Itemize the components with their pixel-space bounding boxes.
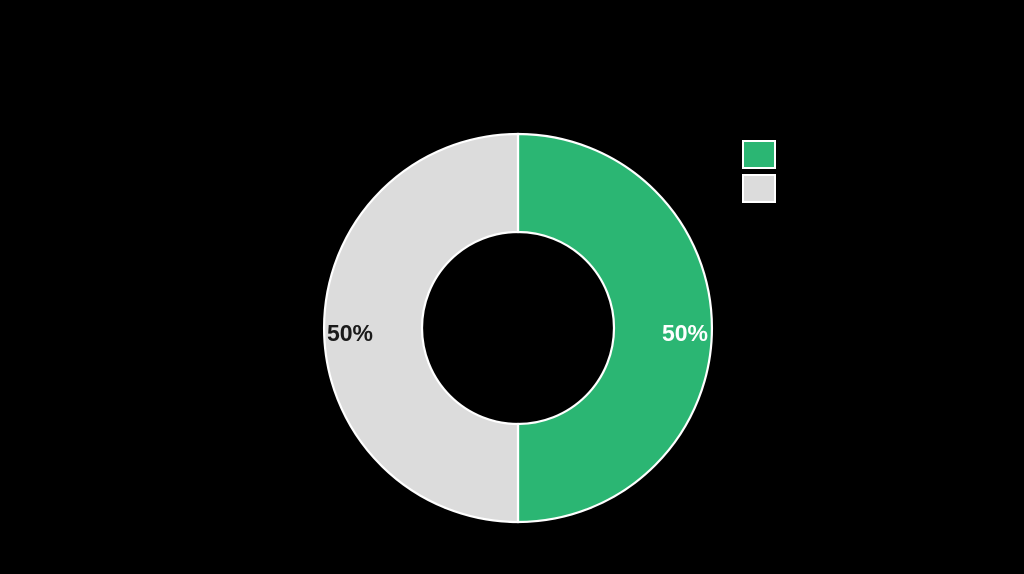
- svg-text:50%: 50%: [327, 320, 373, 346]
- svg-text:50%: 50%: [662, 320, 708, 346]
